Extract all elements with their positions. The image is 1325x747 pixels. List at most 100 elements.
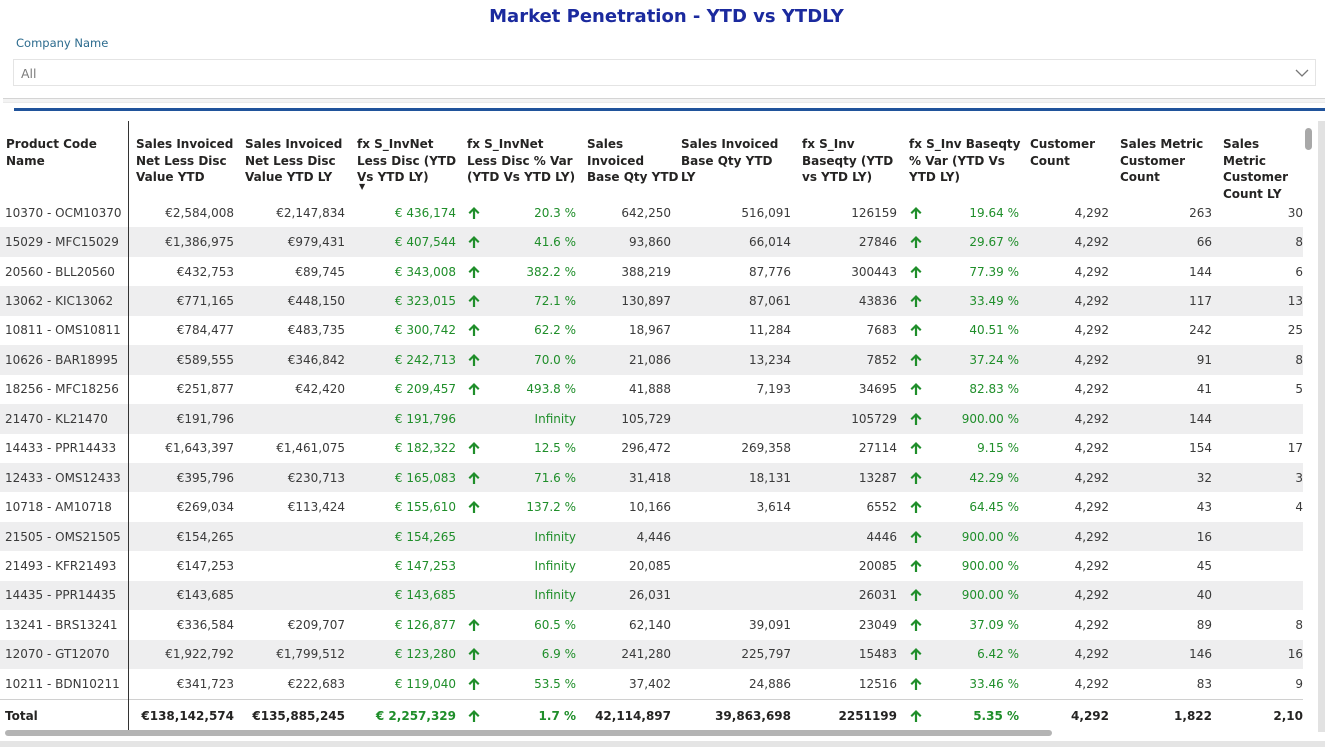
company-name-slicer[interactable]: All (13, 59, 1316, 86)
col-header-base-qty-ytd[interactable]: Sales Invoiced Base Qty YTD (587, 137, 679, 184)
cell-name: 10211 - BDN10211 (5, 676, 120, 691)
table-row[interactable]: 13062 - KIC13062 €771,165 €448,150 € 323,01… (0, 286, 1303, 316)
cell-diff: € 323,015 (394, 294, 456, 309)
cell-qty: 42,114,897 (595, 709, 671, 723)
cell-smcly: 3 (1295, 470, 1303, 485)
cell-smcly: 30 (1287, 205, 1303, 220)
cell-qpct: 900.00 % (961, 558, 1019, 573)
cell-ly: €1,461,075 (276, 441, 345, 456)
col-header-sales-ytd-ly[interactable]: Sales Invoiced Net Less Disc Value YTD L… (245, 137, 343, 184)
cell-qdiff: 300443 (851, 264, 897, 279)
vertical-scroll-track[interactable] (1318, 121, 1325, 732)
col-header-base-qty-ytd-ly[interactable]: Sales Invoiced Base Qty YTD LY (681, 137, 779, 184)
cell-qty: 10,166 (629, 500, 671, 515)
cell-ytd: €154,265 (176, 529, 234, 544)
table-row[interactable]: 10211 - BDN10211 €341,723 €222,683 € 119,04… (0, 669, 1303, 698)
arrow-up-icon (909, 345, 923, 374)
cell-pct: 12.5 % (534, 441, 576, 456)
col-header-baseqty-pct[interactable]: fx S_Inv Baseqty % Var (YTD Vs YTD LY) (909, 137, 1021, 184)
col-header-sales-metric-customer-count[interactable]: Sales Metric Customer Count (1120, 137, 1204, 184)
horizontal-scrollbar[interactable] (5, 730, 1052, 736)
cell-smc: 146 (1189, 647, 1212, 662)
cell-cust: 4,292 (1074, 323, 1109, 338)
cell-diff: € 147,253 (394, 558, 456, 573)
col-header-baseqty-diff[interactable]: fx S_Inv Baseqty (YTD vs YTD LY) (802, 137, 894, 184)
table-row[interactable]: 14435 - PPR14435 €143,685 € 143,685 Infinit… (0, 580, 1303, 611)
col-header-customer-count[interactable]: Customer Count (1030, 137, 1096, 168)
table-row[interactable]: 15029 - MFC15029 €1,386,975 €979,431 € 407,… (0, 227, 1303, 257)
cell-qtyly: 269,358 (741, 441, 791, 456)
arrow-up-icon (909, 286, 923, 315)
cell-cust: 4,292 (1074, 235, 1109, 250)
chevron-down-icon[interactable] (1295, 66, 1309, 80)
cell-qty: 37,402 (629, 676, 671, 691)
cell-ytd: €771,165 (176, 294, 234, 309)
table-row[interactable]: 20560 - BLL20560 €432,753 €89,745 € 343,008… (0, 257, 1303, 286)
table-row[interactable]: 10718 - AM10718 €269,034 €113,424 € 155,610… (0, 492, 1303, 521)
cell-qpct: 9.15 % (977, 441, 1019, 456)
table-row[interactable]: 21493 - KFR21493 €147,253 € 147,253 Infinit… (0, 551, 1303, 580)
company-name-slicer-value: All (21, 66, 37, 81)
table-row[interactable]: 10811 - OMS10811 €784,477 €483,735 € 300,74… (0, 316, 1303, 345)
col-header-sales-metric-customer-count-ly[interactable]: Sales Metric Customer Count LY (1223, 137, 1289, 201)
cell-name: 10370 - OCM10370 (5, 205, 122, 220)
col-header-invnet-diff[interactable]: fx S_InvNet Less Disc (YTD Vs YTD LY) ▼ (357, 136, 459, 191)
cell-qdiff: 20085 (858, 558, 897, 573)
cell-name: 10811 - OMS10811 (5, 323, 121, 338)
cell-qdiff: 105729 (851, 411, 897, 426)
cell-smcly: 9 (1295, 676, 1303, 691)
matrix-table: Product Code Name Sales Invoiced Net Les… (0, 121, 1325, 747)
cell-qtyly: 7,193 (756, 382, 791, 397)
cell-smcly (1222, 551, 1303, 580)
cell-qpct: 37.09 % (969, 617, 1019, 632)
table-row[interactable]: 12433 - OMS12433 €395,796 €230,713 € 165,08… (0, 462, 1303, 493)
arrow-up-icon (909, 404, 923, 433)
cell-smc: 83 (1196, 676, 1212, 691)
cell-smcly: 2,10 (1273, 709, 1303, 723)
cell-pct: 382.2 % (526, 264, 576, 279)
cell-cust: 4,292 (1074, 441, 1109, 456)
section-divider (3, 98, 1325, 103)
cell-qpct: 900.00 % (961, 588, 1019, 603)
arrow-up-icon (467, 463, 481, 492)
cell-smc: 89 (1196, 617, 1212, 632)
cell-ly: €346,842 (287, 352, 345, 367)
cell-qtyly: 11,284 (749, 323, 791, 338)
cell-pct: 137.2 % (526, 500, 576, 515)
cell-qpct: 37.24 % (969, 352, 1019, 367)
table-row[interactable]: 10626 - BAR18995 €589,555 €346,842 € 242,71… (0, 345, 1303, 375)
table-row[interactable]: 12070 - GT12070 €1,922,792 €1,799,512 € 123… (0, 639, 1303, 669)
cell-qpct: 42.29 % (969, 470, 1019, 485)
col-header-sales-ytd[interactable]: Sales Invoiced Net Less Disc Value YTD (136, 137, 234, 184)
cell-ly: €483,735 (287, 323, 345, 338)
arrow-up-icon (909, 581, 923, 610)
table-row[interactable]: 10370 - OCM10370 €2,584,008 €2,147,834 € 43… (0, 198, 1303, 227)
col-header-invnet-pct[interactable]: fx S_InvNet Less Disc % Var (YTD Vs YTD … (467, 137, 576, 184)
cell-qpct: 33.49 % (969, 294, 1019, 309)
table-row[interactable]: 21505 - OMS21505 €154,265 € 154,265 Infinit… (0, 521, 1303, 552)
arrow-up-icon (909, 375, 923, 404)
cell-name: 20560 - BLL20560 (5, 264, 115, 279)
cell-ly: €222,683 (287, 676, 345, 691)
cell-qtyly: 66,014 (749, 235, 791, 250)
cell-ly (240, 551, 345, 580)
sort-descending-icon[interactable]: ▼ (359, 181, 366, 191)
col-header-product-code-name[interactable]: Product Code Name (6, 137, 97, 168)
cell-smcly (1222, 522, 1303, 551)
vertical-scrollbar[interactable] (1305, 128, 1312, 150)
cell-name: Total (5, 709, 38, 723)
cell-cust: 4,292 (1074, 352, 1109, 367)
table-row[interactable]: 21470 - KL21470 €191,796 € 191,796 Infinity… (0, 404, 1303, 434)
arrow-up-icon (909, 463, 923, 492)
accent-line (14, 108, 1325, 111)
cell-ytd: €138,142,574 (141, 709, 234, 723)
cell-smc: 43 (1196, 500, 1212, 515)
cell-smcly: 8 (1295, 352, 1303, 367)
cell-name: 15029 - MFC15029 (5, 235, 119, 250)
table-row[interactable]: 14433 - PPR14433 €1,643,397 €1,461,075 € 18… (0, 434, 1303, 463)
cell-qpct: 5.35 % (973, 709, 1019, 723)
table-row[interactable]: 13241 - BRS13241 €336,584 €209,707 € 126,87… (0, 610, 1303, 639)
cell-qtyly: 87,776 (749, 264, 791, 279)
cell-smc: 45 (1196, 558, 1212, 573)
table-row[interactable]: 18256 - MFC18256 €251,877 €42,420 € 209,457… (0, 375, 1303, 404)
